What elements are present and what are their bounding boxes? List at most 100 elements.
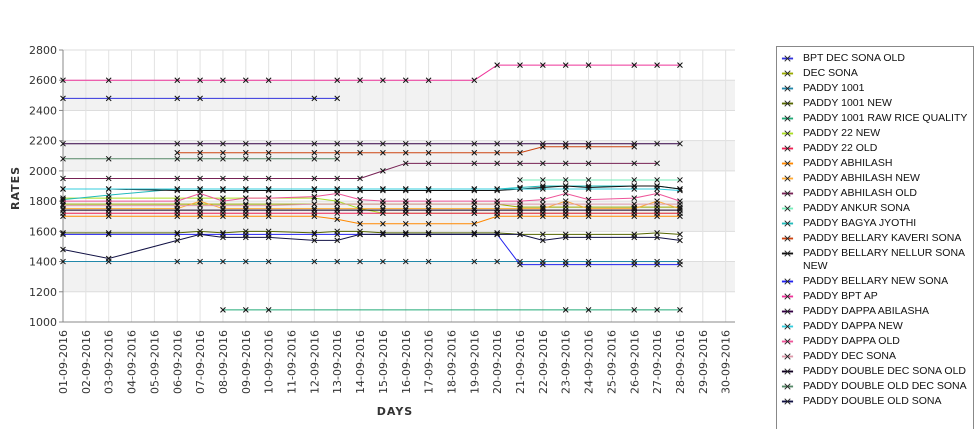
data-point xyxy=(425,186,432,192)
legend-label: PADDY 22 OLD xyxy=(803,142,878,154)
y-tick-label: 2600 xyxy=(29,74,57,87)
x-tick-label: 01-09-2016 xyxy=(57,330,70,394)
data-point xyxy=(562,160,569,167)
data-point xyxy=(654,213,660,220)
legend-label: PADDY ABHILASH NEW xyxy=(803,172,920,184)
data-point xyxy=(494,149,501,156)
data-point xyxy=(174,237,181,244)
legend-label: PADDY 22 NEW xyxy=(803,127,881,139)
data-point xyxy=(265,186,272,192)
legend-item[interactable]: PADDY DAPPA NEW xyxy=(777,319,973,334)
legend-label: PADDY ANKUR SONA xyxy=(803,202,910,214)
legend-item[interactable]: PADDY ANKUR SONA xyxy=(777,201,973,216)
data-point xyxy=(334,140,341,147)
data-point xyxy=(654,261,660,268)
legend-label: PADDY ABHILASH xyxy=(803,157,893,169)
data-point xyxy=(311,207,318,214)
data-point xyxy=(311,95,318,102)
legend-item[interactable]: PADDY BAGYA JYOTHI xyxy=(777,216,973,231)
y-tick-label: 2400 xyxy=(29,104,57,117)
data-point xyxy=(471,220,478,227)
data-point xyxy=(677,261,683,268)
data-point xyxy=(357,196,363,203)
data-point xyxy=(517,261,523,268)
legend-item[interactable]: PADDY DAPPA OLD xyxy=(777,334,973,349)
data-point xyxy=(242,155,249,162)
data-point xyxy=(677,231,683,238)
data-point xyxy=(220,77,226,84)
data-point xyxy=(402,149,409,156)
data-point xyxy=(471,186,478,192)
data-point xyxy=(654,190,660,197)
x-tick-label: 18-09-2016 xyxy=(445,330,458,394)
legend-label: PADDY BELLARY NEW SONA xyxy=(803,275,949,287)
x-tick-label: 20-09-2016 xyxy=(491,330,504,394)
legend-item[interactable]: PADDY BELLARY NEW SONA xyxy=(777,274,973,289)
legend-item[interactable]: PADDY BELLARY NELLUR SONA NEW xyxy=(777,246,973,274)
data-point xyxy=(562,190,569,197)
data-point xyxy=(265,234,272,241)
legend-item[interactable]: PADDY 1001 xyxy=(777,81,973,96)
data-point xyxy=(220,186,226,192)
data-point xyxy=(357,186,363,192)
data-point xyxy=(105,77,112,84)
data-point xyxy=(517,186,523,192)
data-point xyxy=(311,193,318,200)
legend-item[interactable]: PADDY DOUBLE OLD DEC SONA xyxy=(777,379,973,394)
legend-item[interactable]: PADDY BELLARY KAVERI SONA xyxy=(777,231,973,246)
series-10 xyxy=(517,177,683,183)
data-point xyxy=(220,307,226,313)
data-point xyxy=(220,202,226,209)
data-point xyxy=(562,177,569,183)
legend-item[interactable]: PADDY DEC SONA xyxy=(777,349,973,364)
data-point xyxy=(425,258,432,265)
data-point xyxy=(539,207,546,214)
legend-item[interactable]: BPT DEC SONA OLD xyxy=(777,51,973,66)
data-point xyxy=(220,149,226,156)
data-point xyxy=(471,140,478,147)
data-point xyxy=(425,160,432,167)
data-point xyxy=(311,140,318,147)
data-point xyxy=(105,202,112,209)
data-point xyxy=(197,198,203,204)
data-point xyxy=(539,237,546,244)
legend-item[interactable]: PADDY DAPPA ABILASHA xyxy=(777,304,973,319)
data-point xyxy=(357,201,363,207)
legend-item[interactable]: PADDY 22 OLD xyxy=(777,141,973,156)
legend-item[interactable]: PADDY 1001 NEW xyxy=(777,96,973,111)
data-point xyxy=(517,201,523,207)
data-point xyxy=(334,155,341,162)
data-point xyxy=(517,231,523,238)
data-point xyxy=(334,190,341,197)
series-line xyxy=(63,230,680,235)
legend-item[interactable]: PADDY 1001 RAW RICE QUALITY xyxy=(777,111,973,126)
x-tick-label: 05-09-2016 xyxy=(148,330,161,394)
data-point xyxy=(242,77,249,84)
legend-item[interactable]: PADDY DOUBLE OLD SONA xyxy=(777,394,973,409)
legend-item[interactable]: PADDY ABHILASH NEW xyxy=(777,171,973,186)
series-19 xyxy=(60,201,683,209)
x-tick-label: 17-09-2016 xyxy=(423,330,436,394)
data-point xyxy=(562,207,569,214)
data-point xyxy=(539,231,546,238)
legend-item[interactable]: PADDY DOUBLE DEC SONA OLD xyxy=(777,364,973,379)
legend-label: PADDY DOUBLE OLD SONA xyxy=(803,395,942,407)
legend-item[interactable]: DEC SONA xyxy=(777,66,973,81)
data-point xyxy=(60,213,66,220)
legend-item[interactable]: PADDY ABHILASH OLD xyxy=(777,186,973,201)
data-point xyxy=(471,207,478,214)
data-point xyxy=(562,201,569,207)
data-point xyxy=(311,155,318,162)
legend-item[interactable]: PADDY BPT AP xyxy=(777,289,973,304)
data-point xyxy=(402,186,409,192)
data-point xyxy=(174,207,181,214)
data-point xyxy=(60,231,66,238)
data-point xyxy=(471,77,478,84)
data-point xyxy=(265,140,272,147)
x-tick-label: 16-09-2016 xyxy=(400,330,413,394)
data-point xyxy=(631,186,638,192)
legend-item[interactable]: PADDY ABHILASH xyxy=(777,156,973,171)
data-point xyxy=(220,258,226,265)
data-point xyxy=(334,175,341,182)
legend-item[interactable]: PADDY 22 NEW xyxy=(777,126,973,141)
